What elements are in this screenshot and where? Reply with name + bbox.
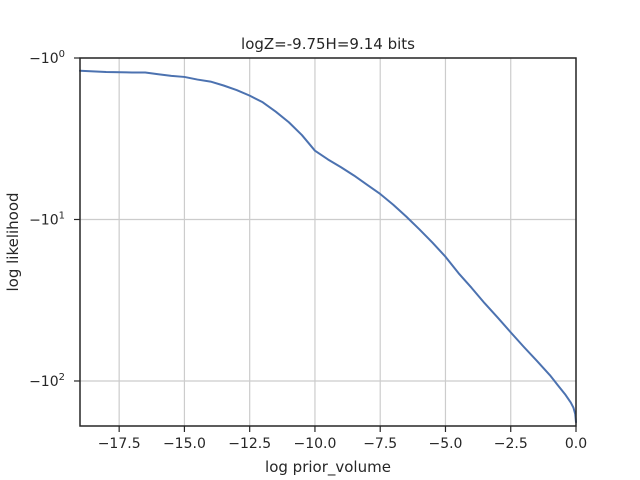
x-tick-label: −2.5 xyxy=(494,436,528,452)
x-tick-label: 0.0 xyxy=(565,436,587,452)
ticks: −17.5 −15.0 −12.5 −10.0 −7.5 −5.0 −2.5 0.0 −100 −… xyxy=(29,49,587,452)
series-line xyxy=(79,69,577,424)
y-tick-label: −100 xyxy=(29,49,65,67)
axes-frame xyxy=(79,57,577,427)
x-tick-label: −12.5 xyxy=(228,436,271,452)
x-tick-label: −5.0 xyxy=(428,436,462,452)
x-tick-label: −15.0 xyxy=(163,436,206,452)
y-tick-label: −101 xyxy=(29,210,65,228)
x-tick-label: −10.0 xyxy=(293,436,336,452)
y-tick-label: −102 xyxy=(29,372,65,390)
y-axis-label: log likelihood xyxy=(4,192,22,291)
x-tick-label: −17.5 xyxy=(98,436,141,452)
x-tick-label: −7.5 xyxy=(363,436,397,452)
x-axis-label: log prior_volume xyxy=(265,458,391,477)
series-layer xyxy=(79,69,577,424)
chart-title: logZ=-9.75H=9.14 bits xyxy=(241,35,415,53)
axes-background xyxy=(80,58,576,426)
